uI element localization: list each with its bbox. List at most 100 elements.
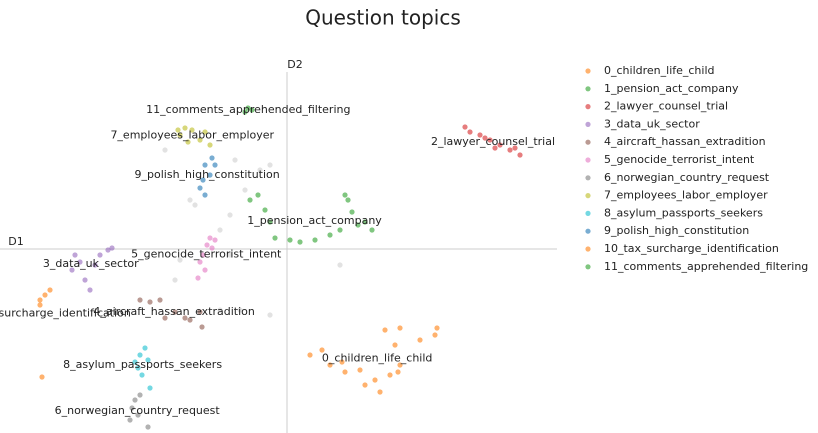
point <box>339 359 345 365</box>
cluster-label: 0_children_life_child <box>322 351 433 364</box>
point <box>72 252 78 258</box>
point <box>172 309 178 315</box>
point <box>147 385 153 391</box>
point <box>307 352 313 358</box>
point <box>287 237 293 243</box>
legend-label: 7_employees_labor_employer <box>604 189 768 202</box>
legend-label: 2_lawyer_counsel_trial <box>604 100 728 113</box>
point <box>267 219 273 225</box>
point <box>417 337 423 343</box>
point <box>267 162 273 168</box>
point <box>202 162 208 168</box>
point <box>272 235 278 241</box>
point <box>105 247 111 253</box>
point <box>209 245 215 251</box>
point <box>247 197 253 203</box>
point <box>297 239 303 245</box>
point <box>202 129 208 135</box>
point <box>212 162 218 168</box>
point <box>337 262 343 268</box>
point <box>397 325 403 331</box>
point <box>142 345 148 351</box>
point <box>232 157 238 163</box>
cluster-label: 4_aircraft_hassan_extradition <box>93 305 255 318</box>
point <box>132 359 138 365</box>
point <box>145 424 151 430</box>
point <box>92 262 98 268</box>
legend-label: 9_polish_high_constitution <box>604 224 749 237</box>
point <box>42 292 48 298</box>
point <box>257 167 263 173</box>
point <box>262 207 268 213</box>
point <box>497 142 503 148</box>
point <box>185 139 191 145</box>
legend-marker <box>585 121 591 127</box>
point <box>197 185 203 191</box>
legend-marker <box>585 68 591 74</box>
point <box>187 317 193 323</box>
chart-title: Question topics <box>305 6 461 30</box>
cluster-label: 5_genocide_terrorist_intent <box>131 248 282 261</box>
point <box>362 219 368 225</box>
point <box>87 287 93 293</box>
legend-marker <box>585 86 591 92</box>
point <box>189 127 195 133</box>
point <box>82 277 88 283</box>
point <box>202 192 208 198</box>
legend-marker <box>585 210 591 216</box>
point <box>345 197 351 203</box>
point <box>355 222 361 228</box>
x-axis-label: D1 <box>8 235 23 248</box>
point <box>372 377 378 383</box>
point <box>312 237 318 243</box>
cluster-label: 7_employees_labor_employer <box>110 128 274 141</box>
legend-marker <box>585 193 591 199</box>
legend-label: 11_comments_apprehended_filtering <box>604 260 808 273</box>
legend-marker <box>585 264 591 270</box>
point <box>245 105 251 111</box>
cluster-label: 9_polish_high_constitution <box>135 168 280 181</box>
legend-marker <box>585 139 591 145</box>
point <box>507 147 513 153</box>
point <box>387 372 393 378</box>
point <box>37 297 43 303</box>
point <box>197 259 203 265</box>
point <box>200 177 206 183</box>
point <box>37 302 43 308</box>
point <box>377 389 383 395</box>
point <box>482 135 488 141</box>
point <box>242 187 248 193</box>
point <box>172 277 178 283</box>
point <box>187 197 193 203</box>
point <box>197 137 203 143</box>
point <box>162 315 168 321</box>
point <box>207 172 213 178</box>
point <box>177 132 183 138</box>
point <box>512 145 518 151</box>
legend-label: 0_children_life_child <box>604 64 715 77</box>
point <box>477 132 483 138</box>
legend-marker <box>585 246 591 252</box>
cluster-label: 8_asylum_passports_seekers <box>63 358 222 371</box>
point <box>137 297 143 303</box>
point <box>200 252 206 258</box>
point <box>462 124 468 130</box>
point <box>135 412 141 418</box>
point <box>135 365 141 371</box>
point <box>127 417 133 423</box>
point <box>267 312 273 318</box>
point <box>199 324 205 330</box>
legend-label: 6_norwegian_country_request <box>604 171 770 184</box>
point <box>47 287 53 293</box>
point <box>137 352 143 358</box>
point <box>137 392 143 398</box>
y-axis-label: D2 <box>287 58 302 71</box>
point <box>397 362 403 368</box>
point <box>255 192 261 198</box>
point <box>327 232 333 238</box>
point <box>129 405 135 411</box>
cluster-label: 1_pension_act_company <box>247 214 382 227</box>
point <box>434 325 440 331</box>
legend-label: 5_genocide_terrorist_intent <box>604 153 755 166</box>
